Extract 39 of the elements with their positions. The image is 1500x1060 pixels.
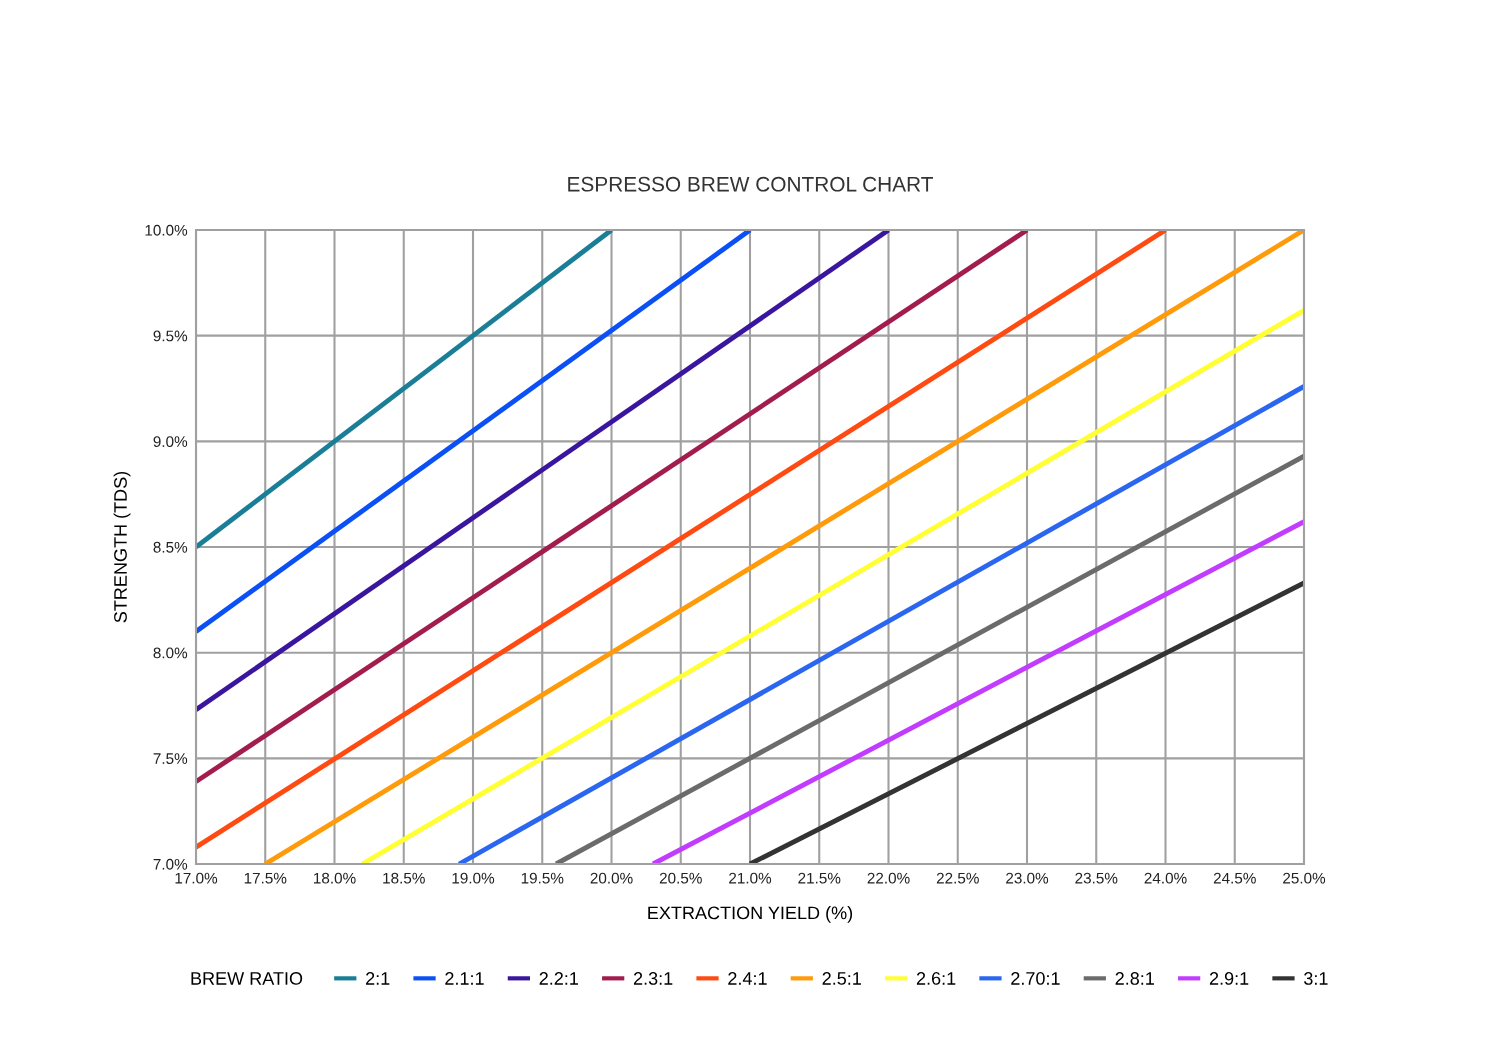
legend-label: 2.9:1	[1209, 972, 1249, 985]
legend-title: BREW RATIO	[191, 972, 303, 985]
x-tick-label: 22.5%	[936, 872, 979, 884]
x-tick-label: 25.0%	[1283, 872, 1326, 884]
x-tick-label: 24.5%	[1213, 872, 1256, 884]
legend-label: 2.8:1	[1115, 972, 1154, 985]
legend-label: 2.2:1	[539, 972, 578, 985]
chart-title: ESPRESSO BREW CONTROL CHART	[568, 176, 933, 192]
legend-label: 2.3:1	[633, 972, 673, 985]
y-tick-label: 9.0%	[153, 436, 188, 448]
y-tick-label: 9.5%	[153, 330, 188, 342]
legend-label: 2.70:1	[1011, 972, 1060, 985]
x-tick-label: 18.0%	[314, 872, 356, 884]
legend-label: 2.6:1	[916, 972, 956, 985]
x-tick-label: 20.0%	[590, 872, 633, 884]
y-tick-label: 8.0%	[153, 647, 188, 659]
legend-label: 2.1:1	[445, 972, 484, 985]
y-tick-label: 7.5%	[153, 753, 188, 765]
x-tick-label: 20.5%	[659, 872, 702, 884]
legend-label: 3:1	[1304, 972, 1328, 985]
y-axis-title: STRENGTH (TDS)	[113, 471, 131, 623]
x-tick-label: 22.0%	[867, 872, 910, 884]
x-tick-label: 17.0%	[175, 872, 218, 884]
legend-label: 2:1	[366, 972, 390, 985]
x-tick-label: 18.5%	[383, 872, 425, 884]
legend-label: 2.4:1	[728, 972, 767, 985]
x-tick-label: 21.5%	[798, 872, 841, 884]
x-axis-title: EXTRACTION YIELD (%)	[648, 906, 853, 923]
x-tick-label: 17.5%	[244, 872, 287, 884]
x-tick-label: 24.0%	[1144, 872, 1187, 884]
x-tick-label: 23.0%	[1006, 872, 1049, 884]
x-tick-label: 19.5%	[521, 872, 564, 884]
y-tick-label: 7.0%	[153, 858, 188, 870]
x-tick-label: 19.0%	[452, 872, 495, 884]
legend-label: 2.5:1	[822, 972, 861, 985]
x-tick-label: 23.5%	[1075, 872, 1118, 884]
y-tick-label: 8.5%	[153, 541, 188, 553]
x-tick-label: 21.0%	[729, 872, 772, 884]
y-tick-label: 10.0%	[145, 224, 188, 236]
